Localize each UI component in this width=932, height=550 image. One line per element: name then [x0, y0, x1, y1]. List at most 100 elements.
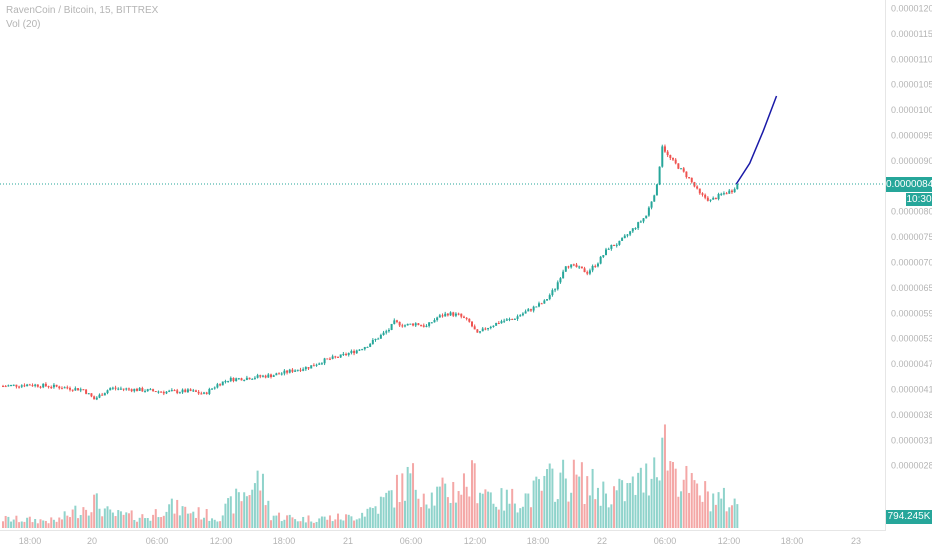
volume-bar: [211, 518, 214, 528]
candle-body: [34, 384, 37, 386]
volume-bar: [2, 521, 4, 528]
volume-bar: [696, 483, 699, 528]
candle-body: [706, 197, 709, 201]
candle-body: [682, 168, 685, 172]
volume-bar: [524, 493, 527, 528]
volume-bar: [650, 478, 653, 528]
volume-bar: [36, 523, 39, 528]
candle-body: [299, 369, 302, 371]
candle-body: [527, 309, 530, 312]
volume-bar: [60, 519, 63, 528]
candle-body: [203, 392, 205, 394]
candle-body: [101, 394, 104, 396]
candle-body: [205, 392, 208, 394]
time-tick-label: 12:00: [210, 536, 233, 546]
candle-body: [505, 319, 508, 321]
candle-body: [355, 350, 358, 354]
candle-body: [141, 388, 144, 392]
candle-body: [720, 193, 723, 195]
volume-bar: [519, 508, 522, 528]
volume-bar: [532, 480, 535, 528]
candle-body: [645, 215, 648, 219]
candle-body: [71, 389, 74, 391]
time-tick-label: 06:00: [654, 536, 677, 546]
candle-body: [10, 384, 13, 386]
candle-body: [696, 186, 699, 189]
candle-body: [251, 378, 254, 380]
candle-body: [661, 146, 664, 167]
time-tick-label: 12:00: [718, 536, 741, 546]
volume-bar: [237, 492, 240, 528]
volume-bar: [229, 496, 232, 528]
candle-body: [385, 331, 388, 333]
candle-body: [74, 388, 77, 391]
candle-body: [358, 349, 361, 351]
candle-body: [452, 312, 455, 316]
volume-bar: [299, 521, 302, 528]
volume-bar: [385, 492, 388, 528]
volume-bar: [337, 513, 339, 528]
volume-bar: [663, 424, 666, 528]
candle-body: [272, 375, 275, 377]
candle-body: [551, 290, 554, 296]
volume-bar: [125, 512, 128, 528]
candle-body: [219, 384, 222, 386]
candle-body: [267, 374, 270, 378]
candle-body: [127, 388, 130, 390]
candle-body: [245, 377, 248, 380]
volume-bar: [173, 513, 176, 528]
candle-body: [106, 390, 109, 394]
candle-body: [87, 393, 90, 395]
candle-body: [436, 317, 439, 321]
volume-bar: [339, 519, 342, 528]
candle-body: [596, 263, 599, 267]
volume-bar: [291, 517, 294, 528]
candle-body: [253, 377, 256, 379]
volume-bar: [562, 459, 565, 528]
candle-body: [323, 358, 326, 364]
candle-body: [304, 367, 307, 370]
volume-bar: [387, 490, 390, 528]
volume-bar: [382, 497, 385, 528]
candle-body: [674, 159, 677, 164]
candle-body: [618, 240, 621, 245]
volume-bar: [540, 490, 543, 528]
candle-body: [492, 325, 495, 327]
candle-body: [2, 386, 4, 388]
volume-bar: [733, 498, 736, 528]
volume-bar: [318, 518, 321, 528]
volume-bar: [599, 505, 602, 528]
candle-body: [663, 146, 666, 152]
candle-body: [58, 386, 61, 389]
candle-body: [471, 321, 473, 327]
candle-body: [433, 320, 436, 323]
candle-body: [420, 325, 423, 327]
candle-body: [677, 163, 680, 169]
candle-body: [259, 375, 262, 377]
volume-bar: [307, 515, 310, 528]
candle-body: [631, 228, 634, 232]
symbol-title[interactable]: RavenCoin / Bitcoin, 15, BITTREX: [6, 5, 159, 16]
candle-body: [286, 370, 289, 373]
candle-body: [26, 384, 29, 387]
volume-bar: [717, 492, 720, 528]
candle-body: [111, 387, 114, 389]
volume-bar: [658, 480, 661, 528]
volume-bar: [546, 469, 549, 528]
volume-bar: [286, 515, 289, 528]
candle-body: [331, 356, 334, 359]
candle-body: [495, 322, 498, 326]
volume-bar: [572, 459, 575, 528]
volume-bar: [264, 505, 267, 528]
candle-body: [503, 320, 506, 322]
volume-bar: [706, 491, 709, 528]
volume-bar: [527, 493, 530, 528]
volume-indicator-title[interactable]: Vol (20): [6, 19, 41, 30]
volume-bar: [154, 509, 157, 528]
volume-bar: [492, 503, 495, 528]
candle-body: [438, 315, 441, 318]
candle-body: [730, 190, 733, 193]
volume-bar: [361, 512, 364, 528]
